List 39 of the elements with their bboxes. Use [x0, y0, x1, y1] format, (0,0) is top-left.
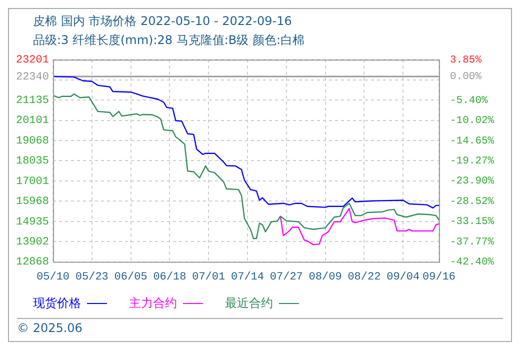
- y-tick-label: 12868: [16, 256, 49, 269]
- x-tick-label: 06/18: [153, 271, 186, 284]
- y-tick-label: 15968: [16, 196, 49, 208]
- y2-tick-label: -28.52%: [450, 196, 495, 208]
- x-tick-label: 07/14: [230, 271, 264, 284]
- y2-tick-label: -10.02%: [450, 115, 495, 128]
- y-tick-label: 22340: [16, 71, 49, 84]
- y2-tick-label: 3.85%: [450, 54, 482, 66]
- y2-tick-label: -33.15%: [450, 216, 495, 228]
- y-tick-label: 23201: [16, 54, 50, 67]
- y-tick-label: 21135: [16, 94, 49, 107]
- legend-label: 最近合约: [225, 295, 273, 312]
- x-tick-label: 08/09: [308, 271, 342, 284]
- y-tick-label: 20101: [16, 115, 50, 128]
- y-tick-label: 19068: [16, 135, 49, 148]
- y2-tick-label: -5.40%: [450, 94, 489, 107]
- x-tick-label: 09/16: [422, 271, 456, 284]
- y2-tick-label: -42.40%: [450, 256, 495, 269]
- y2-tick-label: -37.77%: [450, 236, 495, 248]
- x-tick-label: 06/05: [114, 271, 148, 284]
- text: © 2025.06: [17, 321, 82, 335]
- y-tick-label: 18035: [16, 156, 49, 168]
- y2-tick-label: -23.90%: [450, 176, 495, 188]
- y-tick-label: 17001: [16, 176, 50, 188]
- y2-tick-label: -14.65%: [450, 135, 495, 148]
- y-tick-label: 13902: [16, 236, 49, 248]
- x-tick-label: 09/04: [386, 271, 420, 284]
- y2-tick-label: -19.27%: [450, 155, 495, 168]
- x-tick-label: 05/23: [75, 271, 108, 284]
- x-tick-label: 07/01: [192, 271, 226, 284]
- x-tick-label: 07/27: [270, 271, 303, 284]
- x-tick-label: 08/22: [348, 271, 381, 284]
- y2-tick-label: 0.00%: [450, 71, 482, 84]
- x-tick-label: 05/10: [36, 271, 70, 284]
- legend-label: 现货价格: [33, 295, 81, 312]
- chart-title: 皮棉 国内 市场价格 2022-05-10 - 2022-09-16: [32, 13, 293, 30]
- chart-subtitle: 品级:3 纤维长度(mm):28 马克隆值:B级 颜色:白棉: [32, 32, 306, 49]
- y-tick-label: 14935: [16, 216, 49, 228]
- legend-label: 主力合约: [129, 295, 177, 312]
